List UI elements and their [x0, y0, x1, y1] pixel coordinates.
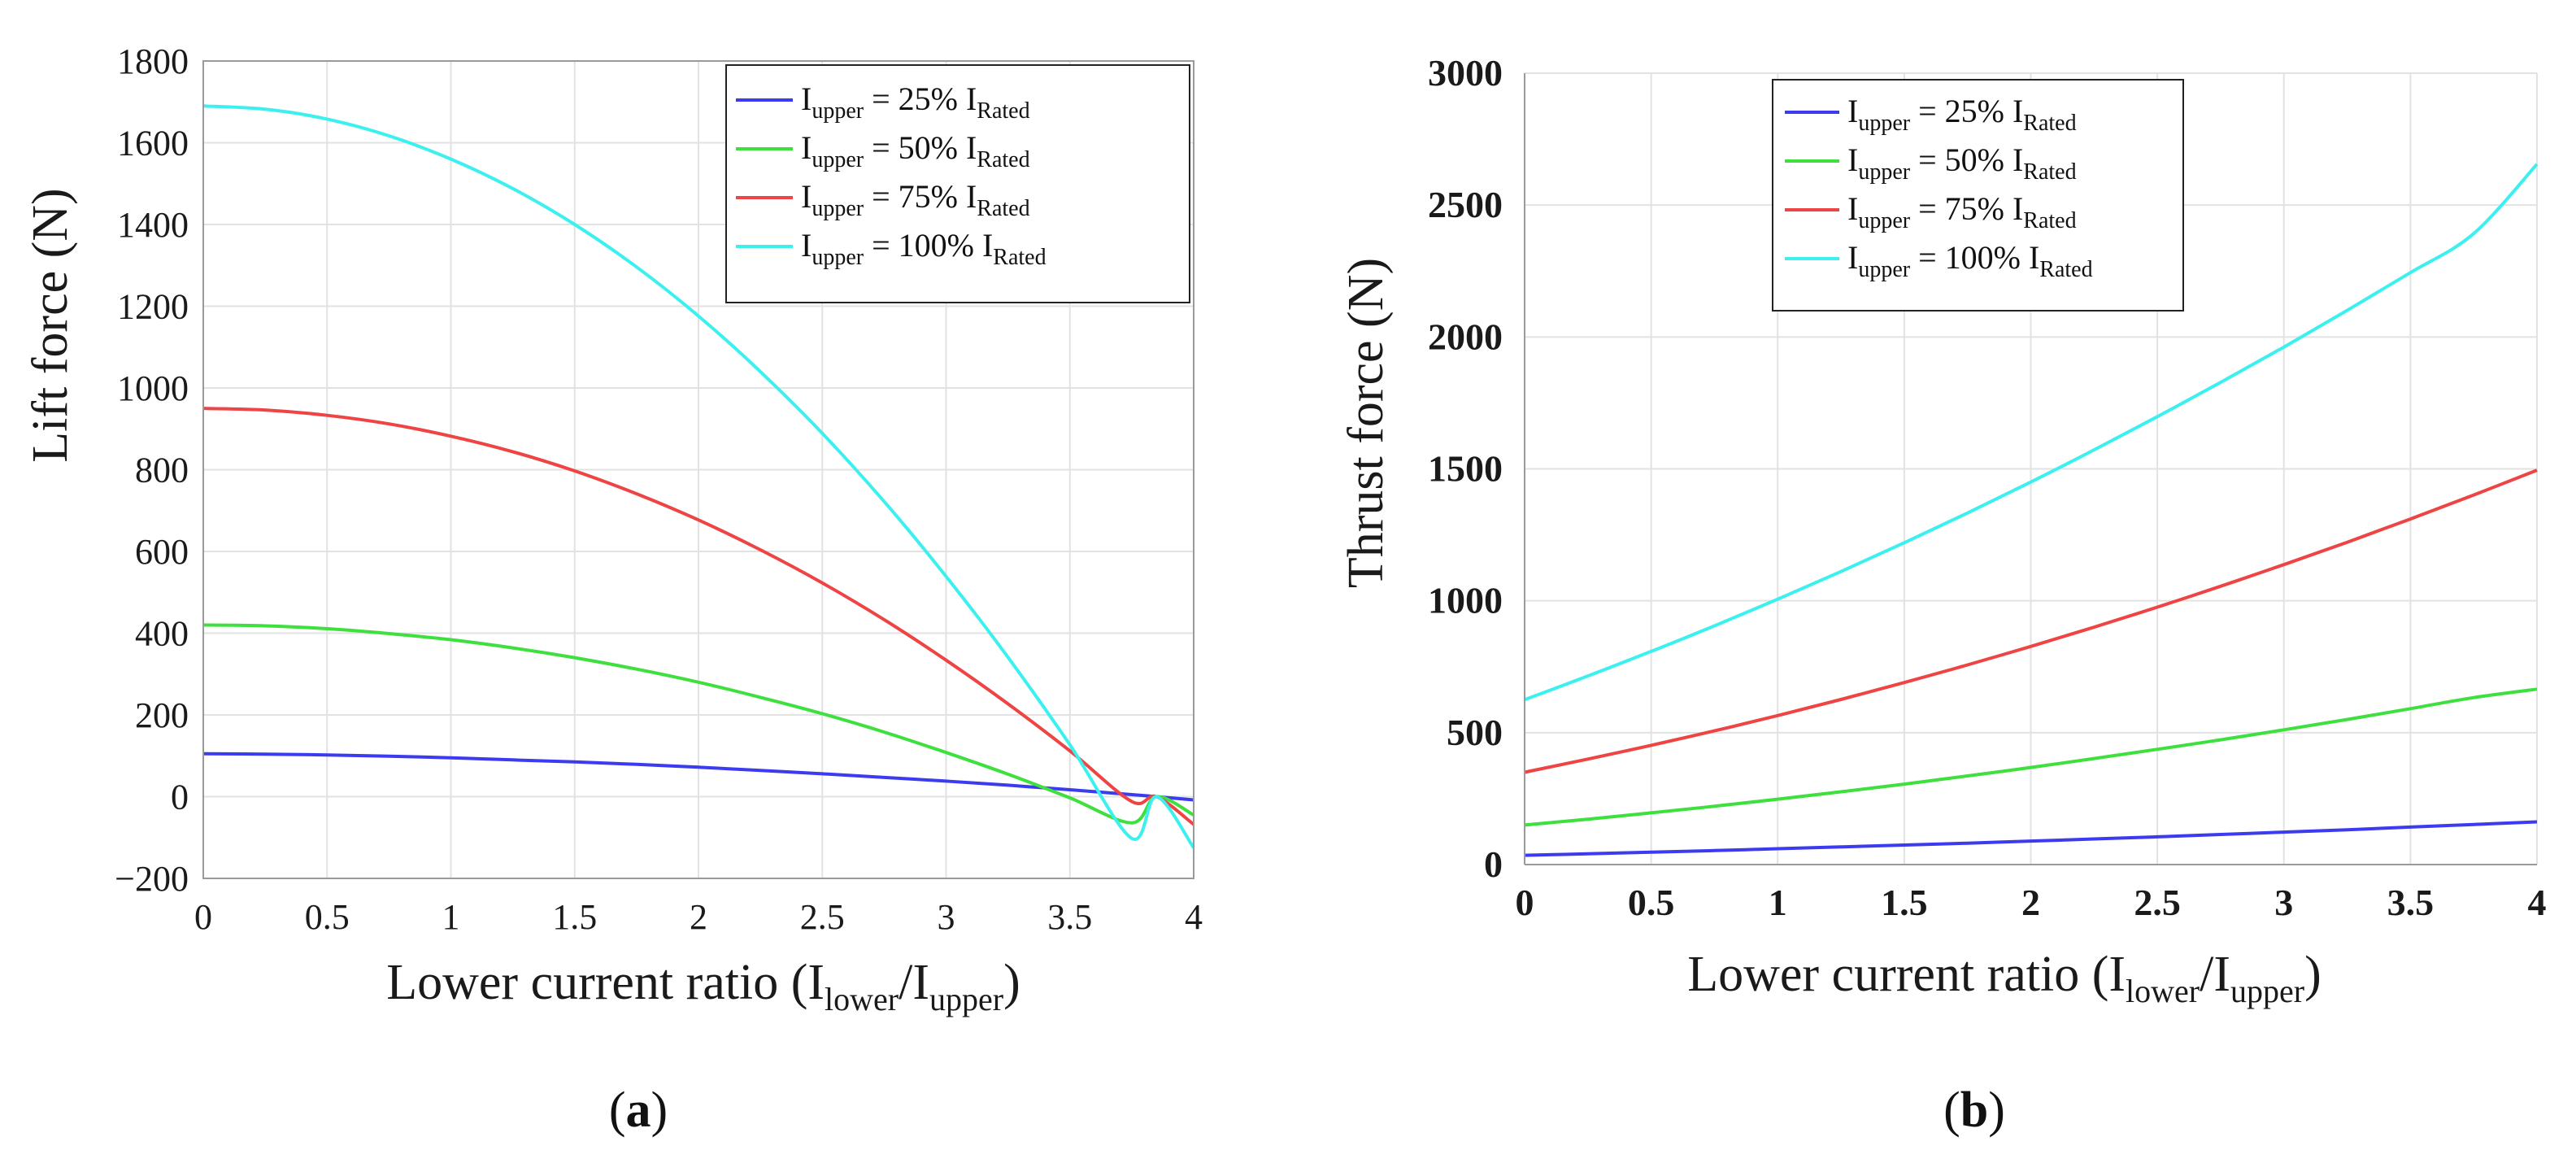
y-axis-label-b: Thrust force (N) [1338, 258, 1394, 588]
x-tick-label: 0.5 [1628, 882, 1675, 923]
caption-b: (b) [1943, 1083, 2005, 1138]
legend-entry: Iupper = 100% IRated [1847, 239, 2093, 282]
y-tick-label: 0 [1484, 843, 1503, 885]
y-tick-label: 0 [171, 778, 189, 817]
chart-panel-b: 0 0.5 1 1.5 2 2.5 3 3.5 4 0 500 1000 1500 2000 2500 30… [1338, 52, 2547, 1138]
series-lines-a [202, 104, 1195, 849]
y-tick-label: 3000 [1428, 52, 1503, 94]
y-tick-label: 1500 [1428, 448, 1503, 490]
x-tick-label: 3 [938, 897, 955, 937]
x-tick-label: 2.5 [800, 897, 845, 937]
series-line-4 [202, 104, 1195, 849]
legend-entry: Iupper = 25% IRated [801, 81, 1030, 124]
x-tick-label: 3.5 [1047, 897, 1092, 937]
x-tick-label: 0 [194, 897, 212, 937]
legend-entry: Iupper = 75% IRated [801, 178, 1030, 221]
series-line-4 [1524, 163, 2539, 702]
x-tick-label: 1 [442, 897, 460, 937]
x-tick-labels-a: 0 0.5 1 1.5 2 2.5 3 3.5 4 [194, 897, 1203, 937]
x-tick-label: 0 [1516, 882, 1534, 923]
x-tick-label: 3 [2274, 882, 2293, 923]
y-tick-label: 1000 [1428, 580, 1503, 621]
x-tick-label: 0.5 [305, 897, 350, 937]
y-tick-labels-a: −200 0 200 400 600 800 1000 1200 1400 1600 1800 [115, 41, 189, 899]
y-tick-label: 1600 [117, 124, 189, 163]
series-line-2 [1524, 687, 2538, 827]
y-tick-label: 1800 [117, 41, 189, 81]
y-tick-label: 2500 [1428, 184, 1503, 225]
y-axis-label-a: Lift force (N) [23, 188, 78, 462]
x-tick-label: 4 [2528, 882, 2547, 923]
y-tick-label: 400 [135, 614, 189, 654]
y-tick-label: 800 [135, 451, 189, 490]
y-tick-label: 600 [135, 532, 189, 572]
x-tick-label: 3.5 [2387, 882, 2435, 923]
x-tick-label: 1.5 [552, 897, 597, 937]
y-tick-label: 1200 [117, 287, 189, 327]
x-tick-label: 1.5 [1881, 882, 1928, 923]
x-tick-label: 2 [2021, 882, 2040, 923]
series-line-3 [202, 407, 1195, 826]
series-line-3 [1524, 468, 2538, 774]
plot-frame-a [202, 60, 1194, 879]
x-tick-labels-b: 0 0.5 1 1.5 2 2.5 3 3.5 4 [1516, 882, 2547, 923]
legend-entry: Iupper = 50% IRated [1847, 142, 2077, 185]
x-tick-label: 4 [1185, 897, 1203, 937]
y-tick-label: 2000 [1428, 316, 1503, 357]
x-tick-label: 2.5 [2134, 882, 2181, 923]
y-tick-label: −200 [115, 859, 189, 899]
legend-box-b [1772, 79, 2184, 312]
series-lines-b [1524, 163, 2539, 857]
x-axis-label-a: Lower current ratio (Ilower/Iupper) [386, 955, 1020, 1017]
legend-entry: Iupper = 75% IRated [1847, 190, 2077, 233]
y-tick-labels-b: 0 500 1000 1500 2000 2500 3000 [1428, 52, 1503, 885]
legend-entry: Iupper = 25% IRated [1847, 93, 2077, 136]
caption-a: (a) [609, 1083, 668, 1138]
legend-a: Iupper = 25% IRated Iupper = 50% IRated Iu… [725, 64, 1190, 303]
x-tick-label: 2 [690, 897, 707, 937]
series-line-2 [202, 623, 1194, 825]
series-line-1 [1524, 820, 2538, 857]
y-tick-label: 1400 [117, 205, 189, 245]
x-axis-label-b: Lower current ratio (Ilower/Iupper) [1687, 947, 2321, 1009]
chart-panel-a: 0 0.5 1 1.5 2 2.5 3 3.5 4 −200020040060080010001… [23, 41, 1203, 1138]
legend-entry: Iupper = 50% IRated [801, 129, 1030, 172]
legend-entry: Iupper = 100% IRated [801, 227, 1046, 270]
legend-box-a [725, 64, 1190, 303]
y-tick-label: 500 [1447, 712, 1503, 753]
series-line-1 [202, 752, 1194, 802]
y-tick-label: 1000 [117, 368, 189, 408]
x-tick-label: 1 [1769, 882, 1787, 923]
y-tick-label: 200 [135, 695, 189, 735]
legend-b: Iupper = 25% IRated Iupper = 50% IRated Iu… [1772, 79, 2184, 312]
